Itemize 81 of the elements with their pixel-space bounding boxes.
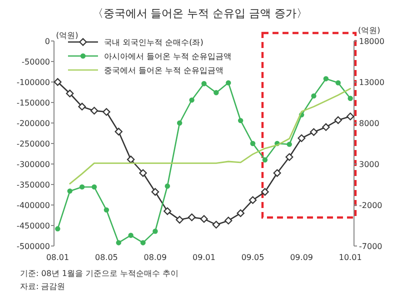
y2-axis-title: (억원) — [358, 26, 380, 35]
y2-tick-label: -2000 — [359, 201, 382, 210]
point — [151, 188, 160, 196]
x-tick-label: 09.01 — [192, 253, 216, 262]
point — [104, 207, 110, 213]
y-tick-label: -400000 — [16, 201, 50, 210]
text: 자료: 금감원 — [20, 282, 66, 291]
point — [164, 184, 170, 189]
y2-tick-label: 8000 — [359, 119, 380, 128]
point — [126, 156, 135, 164]
point — [139, 169, 147, 177]
y2-tick-label: 18000 — [359, 37, 384, 46]
point — [189, 97, 194, 103]
x-tick-label: 08.01 — [46, 253, 70, 262]
y-axis-title: (억원) — [56, 31, 78, 40]
point — [250, 140, 256, 146]
y-tick-label: -300000 — [16, 160, 50, 169]
point — [90, 106, 98, 115]
point — [336, 80, 341, 86]
point — [346, 112, 354, 120]
point — [226, 80, 231, 86]
x-tick-label: 10.01 — [338, 253, 362, 262]
point — [311, 93, 316, 99]
point — [79, 184, 85, 190]
point — [177, 120, 182, 126]
point — [286, 153, 294, 161]
point — [67, 188, 72, 194]
point — [92, 184, 97, 190]
point — [322, 123, 330, 131]
y-tick-label: -500000 — [16, 242, 50, 251]
point — [212, 220, 220, 229]
point — [55, 226, 60, 232]
point — [114, 128, 122, 136]
point — [78, 102, 86, 110]
y-tick-label: 0 — [44, 37, 50, 46]
y-tick-label: -450000 — [16, 222, 50, 230]
y-tick-label: -250000 — [16, 140, 50, 148]
legend-label: 국내 외국인누적 순매수(좌) — [104, 38, 204, 47]
x-tick-label: 09.05 — [241, 253, 264, 262]
point — [286, 142, 292, 147]
point — [236, 209, 244, 218]
line-series — [69, 88, 351, 184]
point — [54, 78, 62, 86]
chart-title: 〈중국에서 들어온 누적 순유입 금액 증가〉 — [92, 7, 308, 20]
point — [224, 216, 232, 224]
x-tick-label: 08.05 — [94, 253, 118, 262]
y-tick-label: -150000 — [16, 98, 50, 108]
y-tick-label: -100000 — [16, 78, 50, 87]
y-tick-label: -200000 — [16, 119, 50, 128]
point — [262, 157, 268, 162]
x-tick-label: 09.09 — [290, 253, 314, 262]
point — [116, 240, 122, 246]
point — [334, 116, 342, 124]
text: 기준: 08년 1월을 기준으로 누적순매수 추이 — [20, 269, 179, 278]
legend-label: 아시아에서 들어온 누적 순유입금액 — [104, 52, 232, 61]
point — [261, 188, 269, 196]
point — [273, 169, 282, 177]
point — [248, 196, 257, 204]
point — [323, 76, 329, 82]
legend-label: 중국에서 들어온 누적 순유입금액 — [104, 66, 224, 75]
x-tick-label: 08.09 — [144, 253, 167, 262]
point — [200, 215, 208, 223]
y2-tick-label: -7000 — [359, 242, 382, 251]
point — [66, 90, 74, 98]
point — [102, 108, 110, 116]
y2-tick-label: 13000 — [359, 78, 384, 87]
point — [152, 228, 158, 234]
point — [176, 216, 184, 224]
point — [201, 81, 207, 86]
point — [348, 96, 353, 101]
point — [128, 232, 134, 238]
y-tick-label: -50000 — [22, 58, 50, 66]
point — [298, 134, 306, 142]
y-tick-label: -350000 — [16, 180, 50, 190]
point — [310, 128, 318, 136]
point — [164, 207, 172, 215]
point — [214, 90, 219, 96]
y2-tick-label: 3000 — [359, 160, 380, 169]
point — [238, 118, 244, 124]
point — [188, 213, 196, 222]
point — [140, 240, 146, 246]
